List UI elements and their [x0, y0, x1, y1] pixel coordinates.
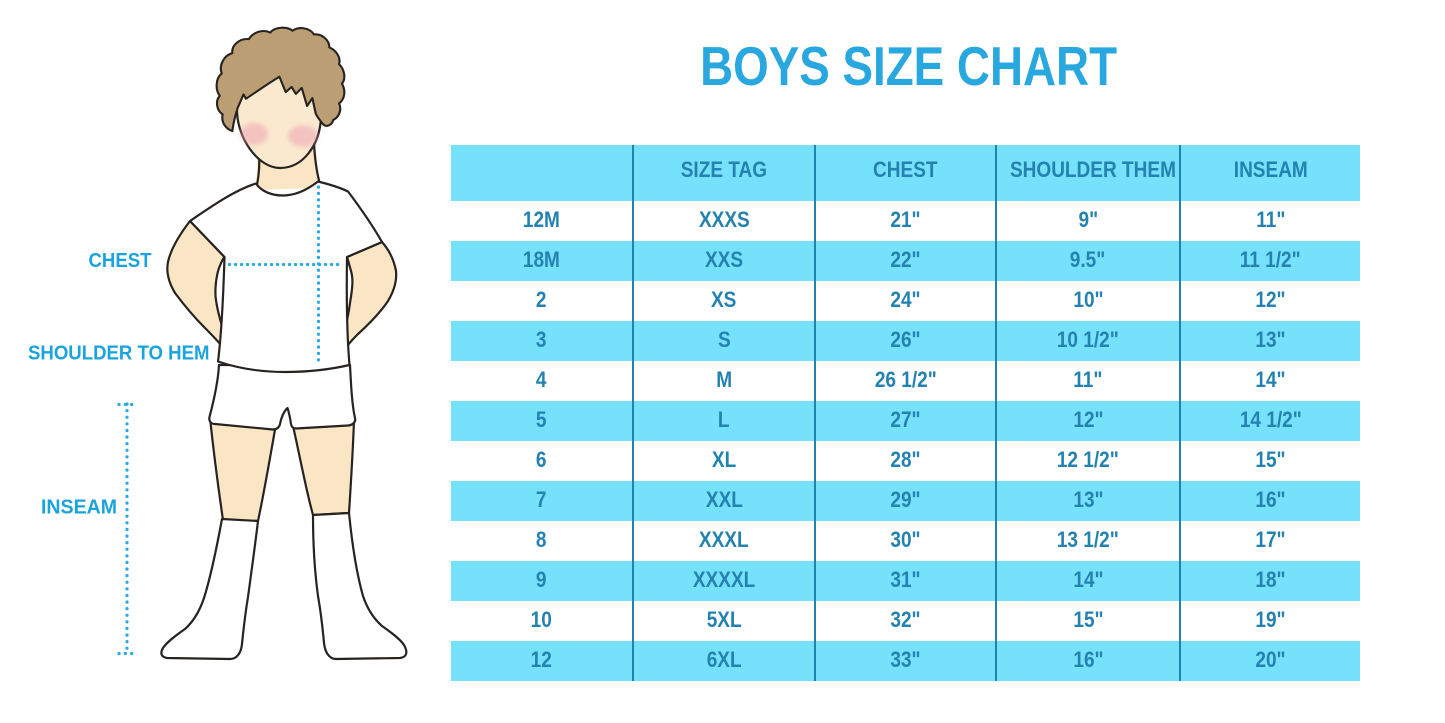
svg-text:INSEAM: INSEAM: [41, 497, 117, 519]
svg-text:SHOULDER TO HEM: SHOULDER TO HEM: [28, 343, 210, 365]
svg-text:CHEST: CHEST: [89, 250, 152, 272]
